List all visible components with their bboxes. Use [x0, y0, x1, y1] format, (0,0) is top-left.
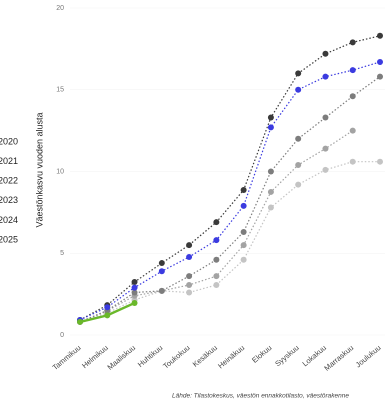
- series-line: [79, 35, 381, 321]
- data-point: [322, 50, 329, 57]
- data-point: [131, 284, 138, 291]
- source-note: Lähde: Tilastokeskus, väestön ennakkotil…: [172, 393, 349, 400]
- data-point: [186, 281, 193, 288]
- data-point: [322, 166, 329, 173]
- data-point: [213, 281, 220, 288]
- data-point: [213, 237, 220, 244]
- data-point: [377, 73, 383, 80]
- data-point: [240, 228, 247, 235]
- series-line: [79, 76, 381, 323]
- data-point: [267, 124, 274, 131]
- data-point: [349, 39, 356, 46]
- data-point: [240, 186, 247, 193]
- data-point: [131, 299, 138, 306]
- legend-label: 2025: [0, 234, 18, 244]
- data-point: [377, 32, 383, 39]
- data-point: [377, 158, 383, 165]
- data-point: [349, 127, 356, 134]
- y-tick-label: 15: [56, 87, 64, 94]
- legend-label: 2021: [0, 156, 18, 166]
- y-tick-label: 5: [60, 250, 64, 257]
- y-tick-label: 10: [56, 168, 64, 175]
- data-point: [186, 254, 193, 261]
- data-point: [267, 114, 274, 121]
- data-point: [104, 312, 111, 319]
- series-line: [79, 161, 380, 323]
- data-point: [349, 93, 356, 100]
- legend-label: 2024: [0, 215, 18, 225]
- data-point: [295, 181, 302, 188]
- series-line: [79, 61, 381, 321]
- data-point: [158, 268, 165, 275]
- data-point: [240, 256, 247, 263]
- data-point: [322, 73, 329, 80]
- data-point: [186, 289, 193, 296]
- data-point: [267, 188, 274, 195]
- data-point: [295, 135, 302, 142]
- x-tick-label: Elokuu: [250, 343, 273, 365]
- data-point: [240, 242, 247, 249]
- data-point: [158, 287, 165, 294]
- x-tick-label: Tammikuu: [51, 343, 83, 372]
- y-tick-label: 20: [56, 5, 64, 12]
- data-point: [322, 145, 329, 152]
- legend-label: 2022: [0, 176, 18, 186]
- data-point: [349, 158, 356, 165]
- x-tick-label: Heinäkuu: [216, 343, 246, 370]
- data-point: [295, 86, 302, 93]
- data-point: [267, 168, 274, 175]
- data-point: [295, 70, 302, 77]
- x-tick-label: Maaliskuu: [105, 343, 137, 372]
- data-point: [349, 67, 356, 74]
- x-tick-label: Syyskuu: [273, 343, 301, 368]
- y-axis-title: Väestönkasvu vuoden alusta: [34, 112, 44, 227]
- data-point: [213, 273, 220, 280]
- y-tick-label: 0: [60, 332, 64, 339]
- data-point: [213, 219, 220, 226]
- legend-label: 2020: [0, 136, 18, 146]
- x-tick-label: Huhtikuu: [136, 343, 164, 369]
- x-tick-label: Marraskuu: [322, 343, 355, 373]
- data-point: [104, 304, 111, 311]
- data-point: [295, 161, 302, 168]
- x-tick-label: Joulukuu: [354, 343, 383, 369]
- data-point: [186, 273, 193, 280]
- data-point: [377, 58, 383, 65]
- data-point: [131, 289, 138, 296]
- x-tick-label: Toukokuu: [161, 343, 191, 371]
- legend-label: 2023: [0, 195, 18, 205]
- data-point: [213, 256, 220, 263]
- data-point: [322, 114, 329, 121]
- x-tick-label: Kesäkuu: [191, 343, 219, 369]
- data-point: [240, 202, 247, 209]
- data-point: [186, 242, 193, 249]
- data-point: [158, 260, 165, 267]
- data-point: [77, 318, 83, 325]
- data-point: [131, 279, 138, 286]
- data-point: [267, 204, 274, 211]
